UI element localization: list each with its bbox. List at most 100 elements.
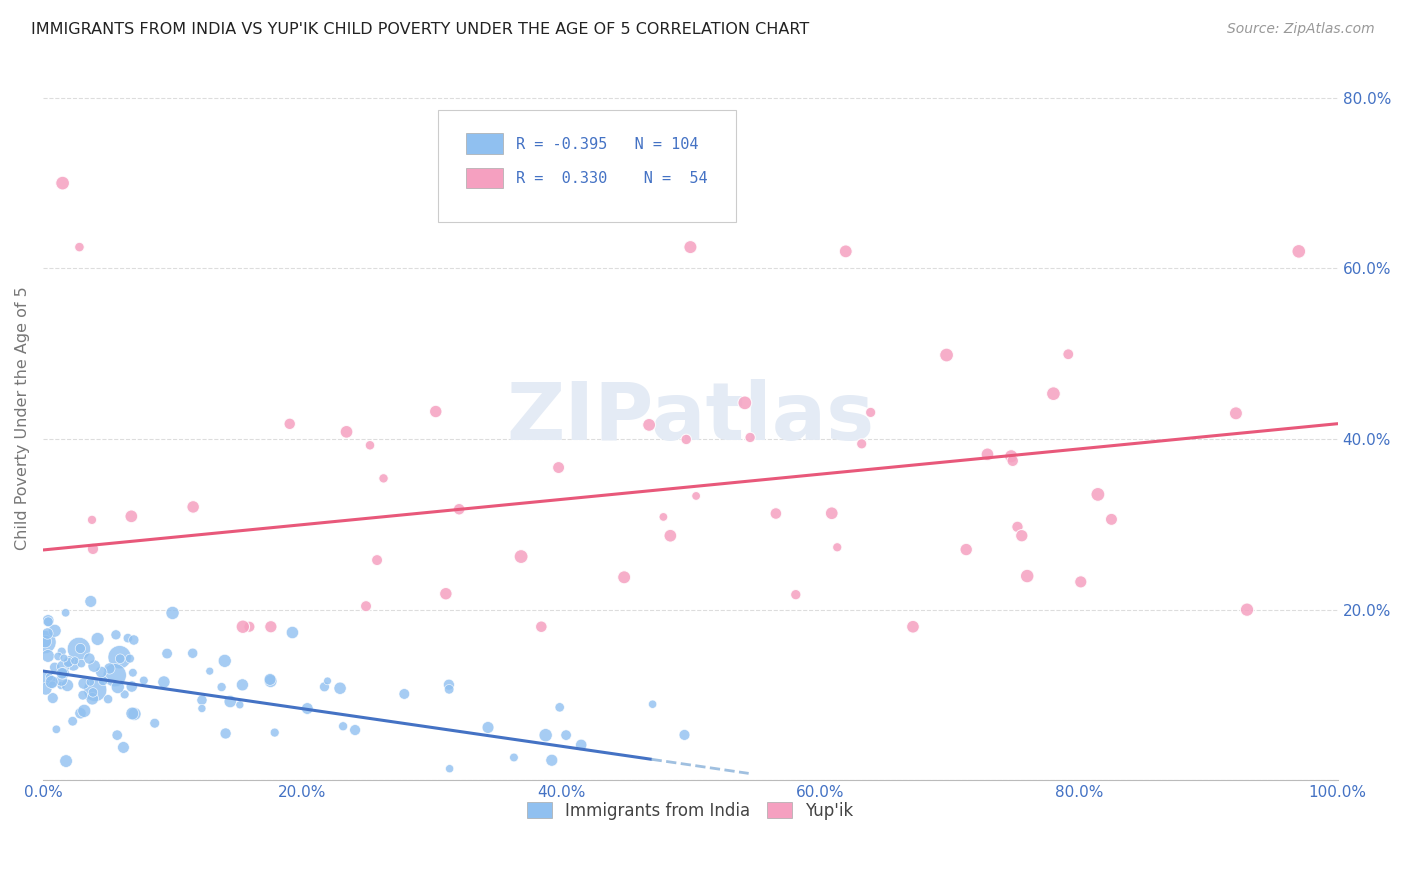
Point [37, 626, 59, 640]
Point [231, 678, 253, 692]
Point [82, 541, 104, 556]
Text: Source: ZipAtlas.com: Source: ZipAtlas.com [1227, 22, 1375, 37]
Point [37, 614, 59, 628]
Point [51, 645, 73, 659]
Point [359, 438, 381, 452]
Point [851, 437, 873, 451]
Point [685, 489, 707, 503]
Point [638, 417, 661, 432]
Point [191, 693, 214, 707]
Point [652, 510, 675, 524]
Point [278, 417, 301, 431]
Point [211, 680, 233, 694]
Point [107, 680, 129, 694]
Point [955, 542, 977, 557]
Point [259, 674, 281, 689]
Point [122, 665, 145, 680]
Point [51, 666, 73, 681]
Point [132, 673, 155, 688]
FancyBboxPatch shape [439, 110, 735, 222]
Point [49, 679, 72, 693]
Point [1070, 574, 1092, 589]
Point [38, 670, 60, 684]
Point [1042, 386, 1064, 401]
Point [118, 651, 141, 665]
Point [112, 740, 135, 755]
Point [316, 673, 339, 688]
Point [114, 688, 136, 702]
Point [105, 728, 128, 742]
Point [825, 541, 848, 555]
Point [260, 620, 283, 634]
Point [156, 647, 179, 661]
Point [79, 675, 101, 690]
Point [181, 500, 204, 514]
Point [39, 673, 62, 688]
Point [56, 678, 79, 692]
Point [335, 425, 357, 439]
Point [52, 176, 75, 190]
Point [104, 668, 127, 682]
Point [673, 728, 696, 742]
Point [34, 681, 56, 696]
Point [314, 680, 336, 694]
Point [534, 728, 557, 742]
Point [344, 723, 367, 737]
Point [72, 688, 94, 702]
Y-axis label: Child Poverty Under the Age of 5: Child Poverty Under the Age of 5 [15, 285, 30, 549]
Point [44, 660, 66, 674]
Point [439, 762, 461, 776]
Point [42, 691, 65, 706]
Point [58, 656, 80, 670]
Point [181, 646, 204, 660]
Point [70, 657, 93, 671]
Legend: Immigrants from India, Yup'ik: Immigrants from India, Yup'ik [520, 795, 860, 826]
Point [555, 728, 578, 742]
Point [67, 642, 90, 657]
Point [73, 704, 96, 718]
Point [1057, 347, 1080, 361]
Point [120, 509, 142, 524]
Point [121, 680, 143, 694]
Point [373, 471, 395, 485]
Point [86, 632, 108, 646]
Point [53, 651, 76, 665]
Point [679, 240, 702, 254]
Point [1087, 487, 1109, 501]
Point [55, 754, 77, 768]
Point [82, 685, 104, 699]
Point [153, 675, 176, 690]
Point [659, 529, 682, 543]
Point [281, 625, 304, 640]
Point [434, 587, 457, 601]
Point [232, 620, 254, 634]
Point [52, 660, 75, 674]
Point [437, 682, 460, 697]
Point [449, 502, 471, 516]
Point [613, 570, 636, 584]
Point [80, 594, 103, 608]
Point [162, 606, 184, 620]
Point [935, 348, 957, 362]
Point [52, 666, 75, 681]
Point [540, 753, 562, 767]
Point [332, 719, 354, 733]
Point [263, 725, 285, 739]
Text: ZIPatlas: ZIPatlas [506, 379, 875, 457]
Point [229, 698, 252, 712]
Point [82, 691, 104, 706]
Point [477, 721, 499, 735]
Point [548, 700, 571, 714]
Point [1000, 450, 1022, 464]
Point [219, 694, 242, 708]
Text: R =  0.330    N =  54: R = 0.330 N = 54 [516, 171, 707, 186]
Point [97, 692, 120, 706]
Point [530, 620, 553, 634]
Point [58, 654, 80, 668]
Point [108, 652, 131, 666]
FancyBboxPatch shape [467, 168, 503, 188]
Point [354, 599, 377, 614]
Point [1236, 602, 1258, 616]
Point [1225, 406, 1247, 420]
Point [79, 651, 101, 665]
